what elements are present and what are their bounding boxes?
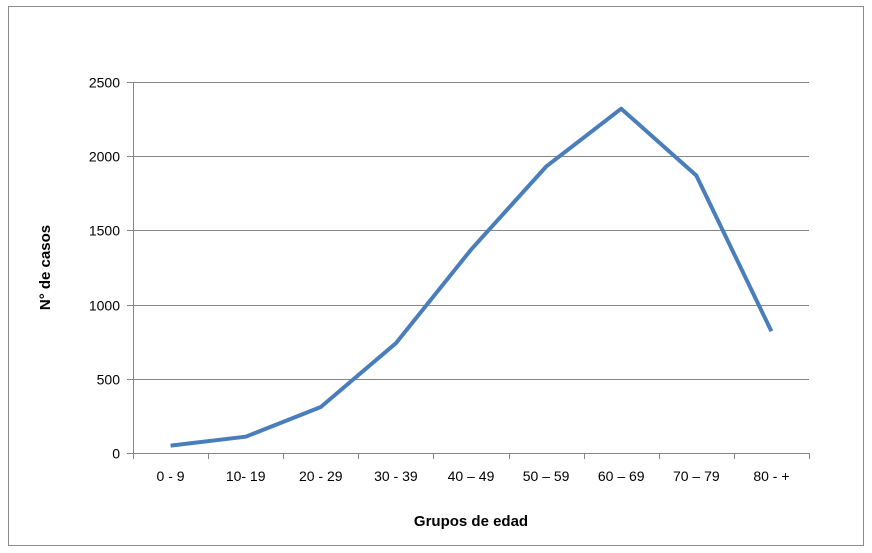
series-line xyxy=(170,106,774,448)
x-tick-label: 70 – 79 xyxy=(673,468,720,484)
y-tick-label: 0 xyxy=(112,446,120,462)
chart-frame xyxy=(8,6,864,546)
y-tick-label: 1500 xyxy=(89,223,120,239)
x-tick-label: 10- 19 xyxy=(226,468,266,484)
x-tick-label: 60 – 69 xyxy=(598,468,645,484)
axes xyxy=(127,82,810,459)
labels: 0 500 1000 1500 2000 2500 0 - 9 10- 19 20 - 29 30… xyxy=(89,75,790,485)
y-tick-label: 2500 xyxy=(89,75,120,91)
x-axis-title: Grupos de edad xyxy=(414,513,528,530)
x-tick-label: 50 – 59 xyxy=(523,468,570,484)
x-tick-label: 30 - 39 xyxy=(374,468,418,484)
y-tick-label: 1000 xyxy=(89,298,120,314)
series-layer xyxy=(170,106,774,448)
x-tick-label: 20 - 29 xyxy=(299,468,343,484)
x-tick-label: 0 - 9 xyxy=(157,468,185,484)
y-tick-label: 2000 xyxy=(89,149,120,165)
y-tick-label: 500 xyxy=(97,372,121,388)
y-axis-title: N° de casos xyxy=(37,225,54,310)
gridlines xyxy=(133,82,809,380)
x-tick-label: 40 – 49 xyxy=(448,468,495,484)
x-tick-label: 80 - + xyxy=(753,468,789,484)
